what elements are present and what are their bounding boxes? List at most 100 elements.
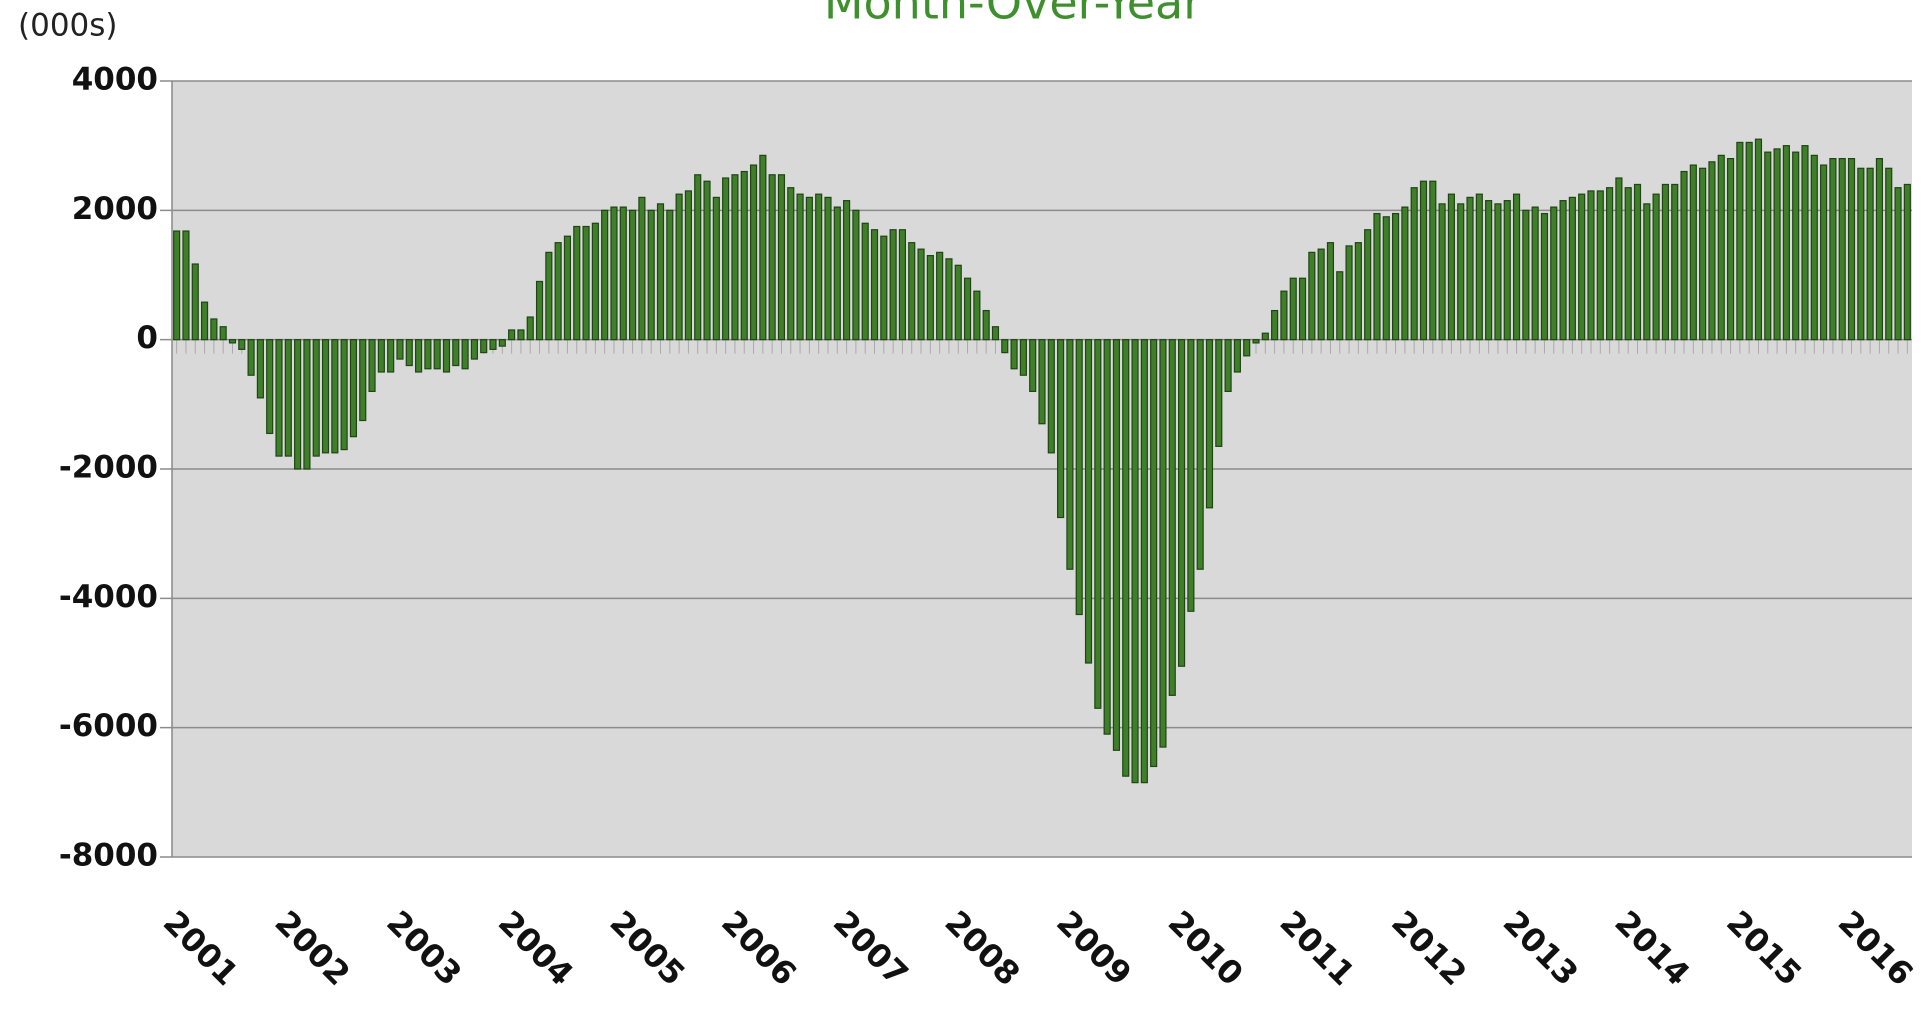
bar — [1410, 187, 1418, 341]
bar — [461, 339, 469, 370]
x-tick-label: 2004 — [491, 903, 581, 993]
bar — [1336, 271, 1344, 341]
bar — [1122, 339, 1130, 777]
bar — [1373, 212, 1381, 341]
bar — [1215, 339, 1223, 447]
bar — [1475, 193, 1483, 341]
y-tick-label: 4000 — [72, 62, 158, 98]
bar — [1205, 339, 1214, 509]
bar — [1838, 158, 1846, 341]
bar — [1652, 193, 1660, 341]
bar — [256, 339, 264, 399]
bar — [517, 329, 525, 341]
bar — [1029, 339, 1037, 392]
bar — [843, 200, 851, 341]
bar — [1457, 203, 1465, 341]
bar — [1550, 206, 1558, 341]
bar — [908, 242, 916, 341]
y-tick-label: 2000 — [72, 191, 158, 227]
bar — [173, 230, 181, 341]
bar — [1689, 164, 1697, 341]
bar — [1503, 200, 1511, 341]
bar — [852, 209, 860, 341]
bar — [870, 229, 879, 341]
x-tick-label: 2012 — [1384, 903, 1474, 993]
bar — [526, 316, 534, 341]
bar — [1615, 177, 1623, 341]
x-tick-label: 2015 — [1719, 903, 1809, 993]
bar — [554, 242, 562, 341]
bar — [1326, 242, 1335, 341]
bar — [815, 193, 823, 341]
bar — [1168, 339, 1176, 696]
bar — [1857, 167, 1865, 341]
bar — [1624, 187, 1632, 341]
bar — [359, 339, 367, 422]
bar — [936, 251, 944, 341]
bar — [1298, 277, 1307, 341]
x-tick-label: 2006 — [714, 903, 804, 993]
bar — [638, 196, 646, 341]
bar — [1010, 339, 1018, 370]
bar — [582, 225, 590, 341]
bar — [275, 339, 283, 457]
bar — [228, 339, 237, 344]
bar — [1829, 158, 1837, 341]
bar — [1252, 339, 1260, 344]
bar — [1177, 339, 1186, 667]
bar — [768, 174, 776, 341]
bar — [247, 339, 255, 376]
bar — [777, 174, 786, 341]
y-axis-label: (000s) — [18, 8, 118, 44]
bar — [601, 209, 609, 341]
x-tick-label: 2013 — [1496, 903, 1586, 993]
bar — [1801, 145, 1809, 341]
bar — [1233, 339, 1241, 373]
bar — [368, 339, 376, 392]
bar — [284, 339, 292, 457]
bar — [982, 309, 990, 341]
bar — [805, 196, 813, 341]
bar — [749, 164, 758, 341]
bar — [1782, 145, 1790, 341]
bar — [1224, 339, 1232, 392]
bar — [694, 174, 702, 341]
y-tick-label: -8000 — [59, 838, 158, 874]
bar — [722, 177, 730, 341]
x-tick-label: 2001 — [156, 903, 246, 993]
bar — [294, 339, 302, 470]
bar — [647, 209, 655, 341]
bar — [387, 339, 395, 373]
bar — [675, 193, 683, 341]
bar — [1578, 193, 1586, 341]
y-tick-label: -2000 — [59, 450, 158, 486]
bar — [424, 339, 432, 370]
bar — [321, 339, 330, 454]
bar — [926, 255, 934, 341]
bar — [470, 339, 478, 360]
bar — [1066, 339, 1074, 570]
bar — [266, 339, 274, 435]
bar — [480, 339, 488, 354]
bar — [405, 339, 413, 367]
bar — [991, 326, 1000, 341]
bar — [684, 190, 692, 341]
bar — [1094, 339, 1102, 709]
bar — [833, 206, 841, 341]
bar — [1531, 206, 1539, 341]
x-tick-label: 2010 — [1161, 903, 1251, 993]
bar — [1354, 242, 1362, 341]
bar — [1429, 180, 1437, 341]
bar — [963, 277, 972, 341]
y-tick-label: 0 — [136, 320, 158, 356]
x-tick-label: 2009 — [1049, 903, 1139, 993]
bar — [1894, 187, 1902, 341]
bar — [1494, 203, 1502, 341]
bar — [182, 230, 190, 341]
bar — [1187, 339, 1195, 612]
bar — [1671, 183, 1679, 341]
bar — [1308, 251, 1316, 341]
bar — [1243, 339, 1251, 357]
bar — [1540, 212, 1549, 341]
bar — [1736, 141, 1744, 341]
